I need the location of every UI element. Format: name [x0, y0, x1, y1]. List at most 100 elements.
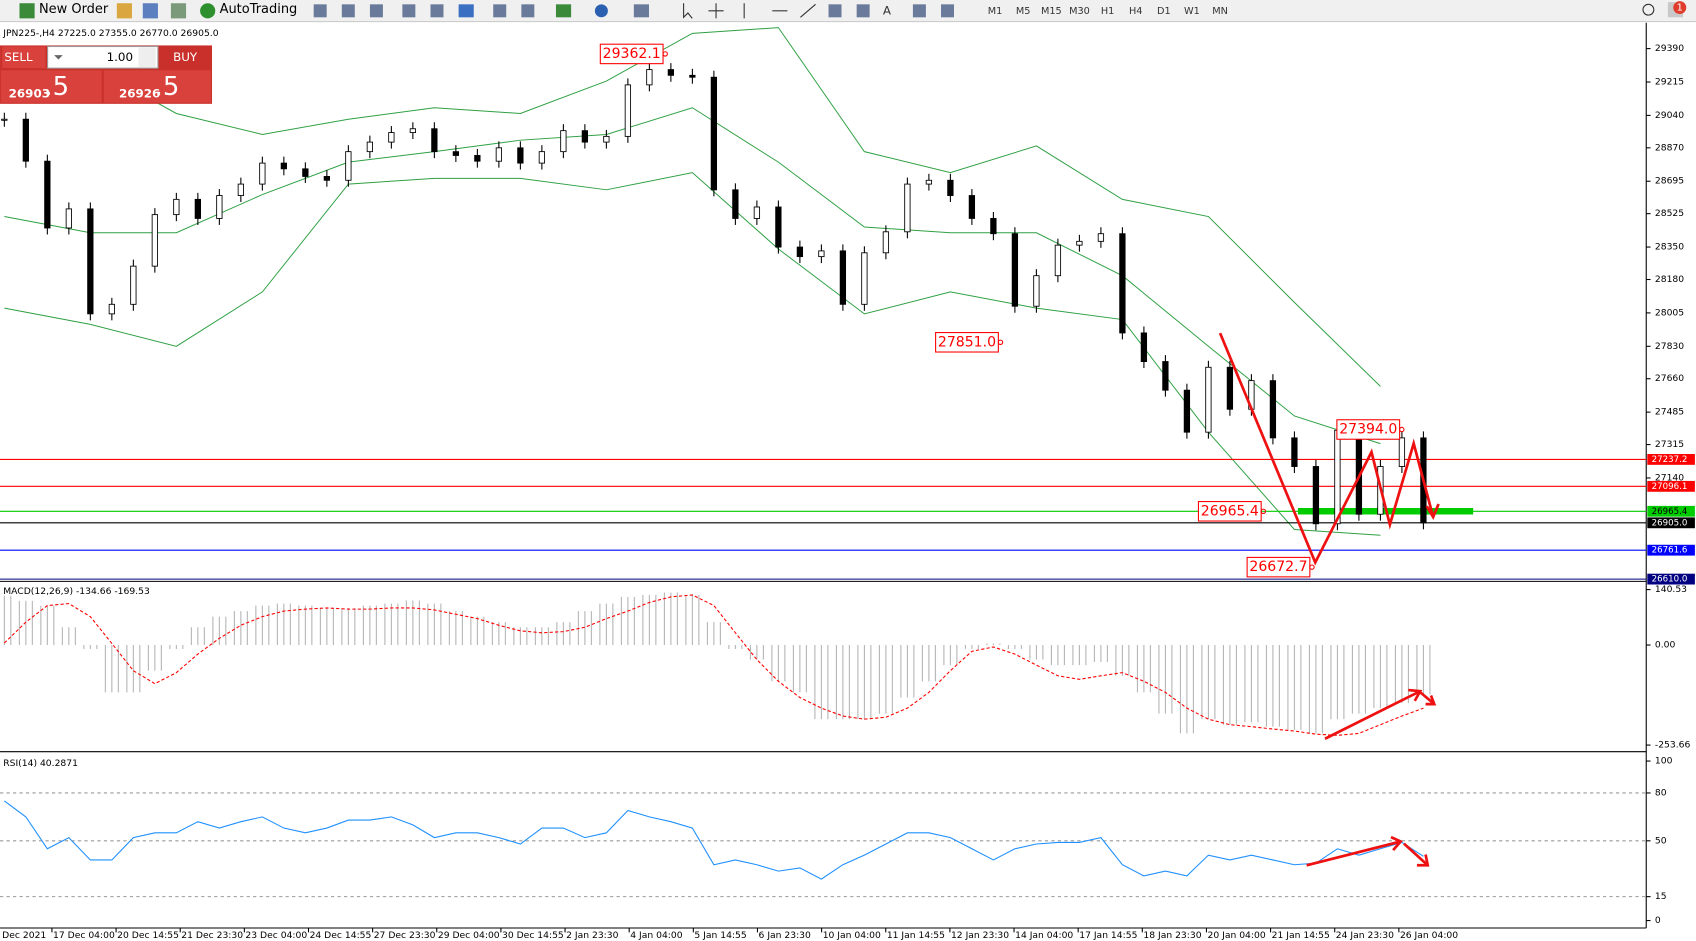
lot-down[interactable] — [54, 55, 63, 60]
tool-icon[interactable] — [313, 4, 327, 18]
x-tick-label: 27 Dec 23:30 — [374, 930, 436, 941]
candle-body — [968, 195, 976, 219]
tool-icon[interactable] — [369, 4, 383, 18]
candle-body — [839, 250, 847, 305]
indicator-title: JPN225-,H4 27225.0 27355.0 26770.0 26905… — [2, 28, 218, 39]
candle-body — [710, 76, 718, 191]
autotrading-icon[interactable] — [200, 3, 216, 19]
timeframe-button[interactable]: M15 — [1041, 6, 1062, 17]
rsi-line — [4, 800, 1424, 880]
price-label-box — [1647, 517, 1695, 529]
timeframe-button[interactable]: W1 — [1184, 6, 1200, 17]
x-tick-label: 23 Dec 04:00 — [245, 930, 307, 941]
crosshair-tool[interactable] — [708, 3, 724, 19]
x-tick-label: 24 Jan 23:30 — [1336, 930, 1394, 941]
candle-body — [194, 198, 201, 219]
new-order-button[interactable]: New Order — [39, 2, 109, 17]
tool-icon[interactable] — [458, 4, 474, 18]
candle-body — [1205, 366, 1212, 433]
tool-icon[interactable] — [142, 3, 158, 19]
candle-body — [388, 132, 395, 143]
tool-icon[interactable] — [430, 4, 444, 18]
candle-body — [775, 206, 782, 248]
candle-body — [345, 151, 352, 181]
candle-body — [624, 84, 632, 137]
y-tick-label: 29040 — [1655, 110, 1684, 121]
candle-body — [796, 246, 804, 258]
x-tick-label: 12 Jan 23:30 — [951, 930, 1009, 941]
search-icon[interactable] — [1642, 3, 1655, 16]
sell-price-tail[interactable]: .5 — [44, 72, 69, 102]
x-tick-label: 5 Jan 14:55 — [694, 930, 746, 941]
candle-body — [538, 151, 546, 164]
tool-icon[interactable] — [912, 4, 926, 18]
cursor-tool[interactable] — [683, 3, 693, 19]
candle-body — [1291, 437, 1298, 467]
bollinger-band — [4, 27, 1381, 387]
arrow-path — [1218, 332, 1435, 566]
lot-input[interactable] — [47, 45, 159, 69]
tool-icon[interactable] — [116, 3, 132, 19]
y-tick-label: 28695 — [1655, 176, 1684, 187]
timeframe-button[interactable]: D1 — [1157, 6, 1171, 17]
arrow-path — [1419, 691, 1435, 705]
text-tool[interactable]: A — [883, 3, 892, 17]
x-tick-label: 20 Jan 04:00 — [1208, 930, 1266, 941]
indicator-title: RSI(14) 40.2871 — [3, 758, 78, 769]
tool-icon[interactable] — [828, 4, 842, 18]
candle-body — [44, 160, 51, 229]
y-tick-label: 28525 — [1655, 208, 1684, 219]
timeframe-button[interactable]: M1 — [988, 6, 1003, 17]
candle-body — [732, 189, 739, 219]
y-tick-label: 27140 — [1655, 472, 1684, 483]
timeframe-button[interactable]: M5 — [1016, 6, 1031, 17]
candle-body — [1097, 233, 1105, 242]
tool-icon[interactable] — [402, 4, 416, 18]
timeframe-button[interactable]: H4 — [1129, 6, 1143, 17]
toolbar-icons — [313, 3, 954, 19]
sell-price[interactable]: 26903 — [9, 87, 50, 101]
annotation-anchor — [662, 51, 668, 57]
y-tick-label: 28350 — [1655, 242, 1684, 253]
timeframe-button[interactable]: MN — [1212, 6, 1228, 17]
buy-label[interactable]: BUY — [173, 50, 198, 64]
buy-price-tail[interactable]: .5 — [155, 72, 180, 102]
x-tick-label: 18 Jan 23:30 — [1143, 930, 1201, 941]
tool-icon[interactable] — [521, 4, 535, 18]
candle-body — [990, 218, 997, 235]
tool-icon[interactable] — [941, 4, 954, 18]
tool-icon[interactable] — [555, 4, 572, 18]
candle-body — [495, 147, 503, 162]
timeframe-button[interactable]: M30 — [1069, 6, 1090, 17]
tool-icon[interactable] — [594, 4, 608, 18]
x-tick-label: Dec 2021 — [2, 930, 46, 941]
x-tick-label: 21 Jan 14:55 — [1272, 930, 1330, 941]
tool-icon[interactable] — [170, 3, 187, 19]
candle-body — [474, 155, 481, 162]
trade-panel: SELL 1.00 BUY 26903 .5 26926 .5 — [0, 45, 213, 104]
tool-icon[interactable] — [856, 4, 870, 18]
sell-button[interactable] — [2, 46, 46, 69]
buy-price[interactable]: 26926 — [119, 87, 160, 101]
buy-price-box[interactable] — [103, 70, 211, 103]
x-tick-label: 20 Dec 14:55 — [117, 930, 179, 941]
arrow-head — [1425, 694, 1437, 706]
candle-body — [452, 151, 460, 156]
candle-body — [517, 147, 524, 164]
timeframe-button[interactable]: H1 — [1101, 6, 1114, 17]
x-tick-label: 6 Jan 23:30 — [759, 930, 811, 941]
lot-up[interactable] — [138, 47, 156, 68]
autotrading-button[interactable]: AutoTrading — [220, 2, 298, 17]
tool-icon[interactable] — [341, 4, 355, 18]
candle-body — [689, 74, 696, 78]
y-tick-label: 0.00 — [1655, 640, 1676, 651]
trendline-tool[interactable] — [800, 3, 816, 18]
new-order-icon[interactable] — [19, 3, 35, 19]
lot-value[interactable]: 1.00 — [107, 50, 133, 64]
tool-icon[interactable] — [493, 4, 507, 18]
x-tick-label: 30 Dec 14:55 — [502, 930, 564, 941]
candle-body — [904, 183, 911, 233]
sell-price-box[interactable] — [1, 70, 102, 103]
sell-label[interactable]: SELL — [4, 50, 33, 64]
tool-icon[interactable] — [633, 4, 649, 18]
